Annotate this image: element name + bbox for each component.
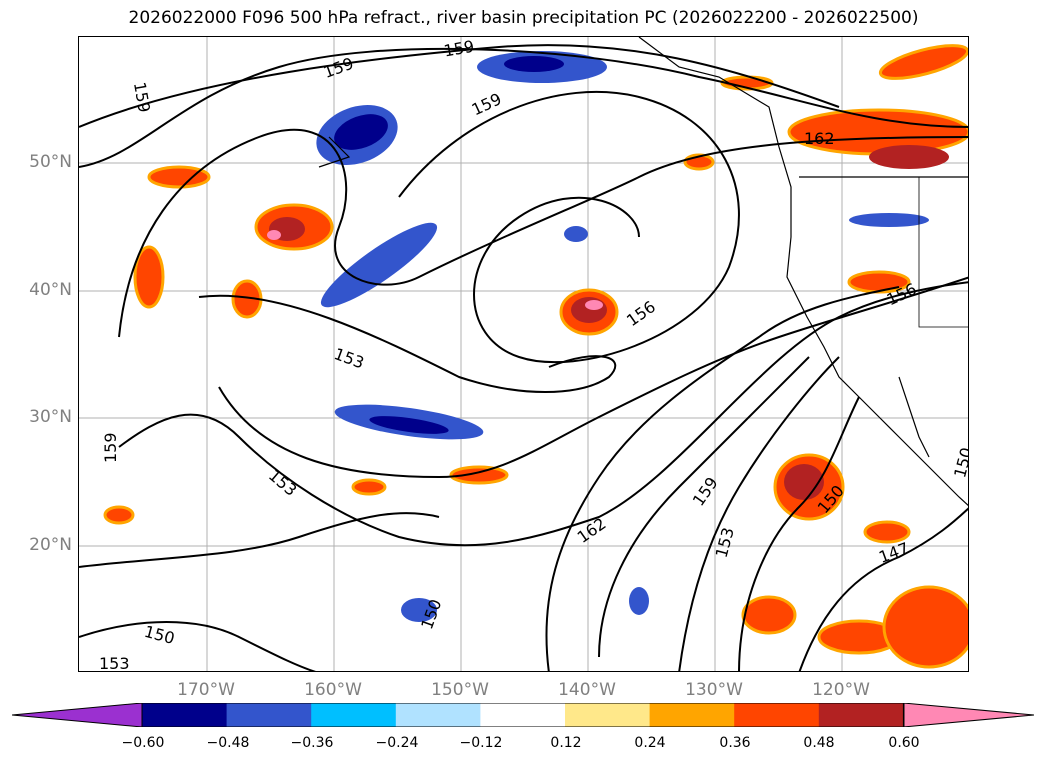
colorbar-tick: −0.48: [206, 735, 250, 751]
contour-label: 156: [623, 297, 659, 330]
contour: [79, 44, 840, 128]
contour: [398, 90, 740, 364]
pos-blob: [882, 585, 968, 669]
negative-precip-areas: [316, 51, 929, 622]
lon-label-160w: 160°W: [304, 680, 362, 700]
contour: [798, 507, 968, 671]
colorbar-segment: [226, 703, 312, 727]
colorbar-segment: [734, 703, 820, 727]
pos-blob-core: [869, 145, 949, 169]
pos-blob: [103, 505, 135, 525]
neg-blob-core: [369, 416, 449, 434]
contour: [678, 356, 840, 671]
lon-label-170w: 170°W: [177, 680, 235, 700]
pos-blob: [741, 595, 797, 635]
neg-blob: [629, 587, 649, 615]
pos-blob: [351, 478, 387, 496]
contour-label: 153: [332, 344, 367, 372]
colorbar-segment: [311, 703, 397, 727]
contour: [198, 294, 617, 393]
contour-label: 150: [950, 445, 969, 479]
map-svg: 159 159 159 162 153 156 159 153 162 159 …: [79, 37, 969, 672]
contour-label: 153: [99, 654, 130, 672]
lon-label-140w: 140°W: [558, 680, 616, 700]
contour-label: 159: [442, 37, 475, 61]
contour: [79, 47, 968, 168]
contour-label: 159: [321, 54, 356, 82]
neg-blob-core: [504, 56, 564, 72]
state-borders: [918, 177, 968, 328]
colorbar-tick: −0.60: [121, 735, 165, 751]
colorbar-tick: 0.60: [888, 735, 920, 751]
colorbar-segment: [395, 703, 481, 727]
colorbar-tick: 0.36: [719, 735, 751, 751]
contour: [545, 286, 900, 671]
pos-blob: [878, 44, 968, 80]
neg-blob: [849, 213, 929, 227]
pos-blob-peak: [267, 230, 281, 240]
height-contours: [79, 44, 968, 671]
contour: [218, 276, 968, 479]
colorbar-segment: [142, 703, 228, 727]
lon-label-130w: 130°W: [685, 680, 743, 700]
colorbar-tick: −0.12: [459, 735, 503, 751]
contour-label: 159: [130, 81, 154, 114]
neg-blob-core: [334, 114, 388, 150]
contour: [79, 621, 317, 671]
neg-blob: [564, 226, 588, 242]
colorbar-segment: [818, 703, 904, 727]
contour: [118, 129, 968, 338]
contour-label: 153: [265, 466, 301, 500]
map-panel[interactable]: 159 159 159 162 153 156 159 153 162 159 …: [78, 36, 969, 672]
neg-blob: [320, 222, 438, 308]
aleutian-coast: [318, 136, 351, 168]
north-america-coast: [638, 37, 968, 506]
contour: [598, 356, 810, 658]
colorbar-extend-max: [902, 703, 1034, 727]
pos-blob: [147, 165, 211, 189]
lat-label-20n: 20°N: [29, 535, 72, 555]
baja-coast: [898, 376, 930, 458]
colorbar-segments: [12, 703, 1034, 727]
contour-label: 159: [101, 432, 120, 463]
contour-label: 162: [574, 514, 610, 547]
contour-label: 162: [804, 129, 835, 148]
lat-label-50n: 50°N: [29, 152, 72, 172]
positive-precip-areas: [103, 44, 968, 669]
lat-label-30n: 30°N: [29, 407, 72, 427]
colorbar-segment: [565, 703, 651, 727]
colorbar: [12, 703, 1034, 727]
pos-blob: [449, 465, 509, 485]
lon-label-120w: 120°W: [812, 680, 870, 700]
contour-label: 150: [142, 622, 176, 648]
pos-blob-peak: [585, 300, 603, 310]
chart-title: 2026022000 F096 500 hPa refract., river …: [128, 8, 919, 28]
colorbar-tick: 0.48: [803, 735, 835, 751]
contour: [738, 396, 860, 671]
contour: [118, 281, 968, 547]
colorbar-tick: 0.24: [634, 735, 666, 751]
colorbar-segment: [480, 703, 566, 727]
colorbar-tick: 0.12: [550, 735, 582, 751]
pos-blob-core: [784, 464, 824, 500]
colorbar-segment: [649, 703, 735, 727]
pos-blob: [133, 245, 165, 309]
pos-blob: [863, 520, 911, 544]
colorbar-tick: −0.24: [375, 735, 419, 751]
colorbar-extend-min: [12, 703, 143, 727]
lon-label-150w: 150°W: [431, 680, 489, 700]
contour: [79, 512, 440, 568]
colorbar-frame: [141, 703, 905, 727]
contour-label: 159: [689, 474, 722, 510]
colorbar-tick: −0.36: [290, 735, 334, 751]
lat-label-40n: 40°N: [29, 280, 72, 300]
neg-blob: [401, 598, 437, 622]
